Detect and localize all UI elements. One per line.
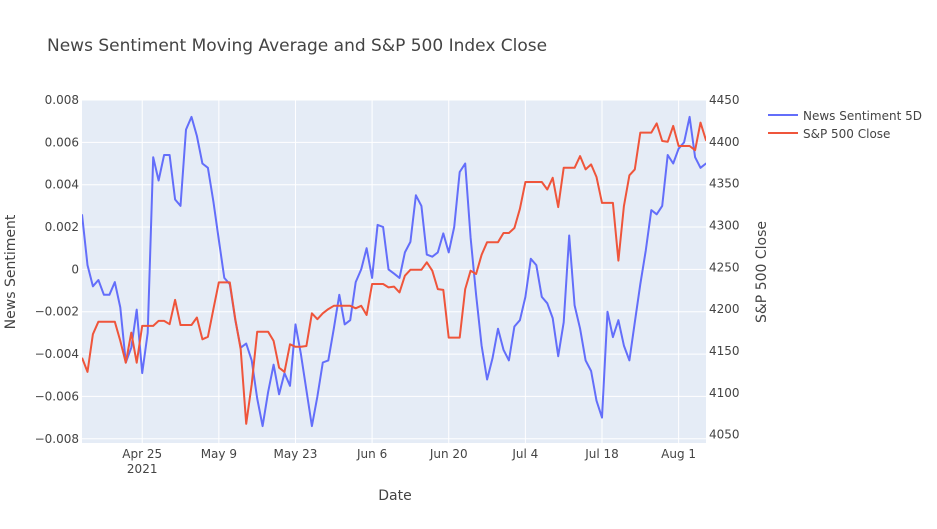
right-tick-label: 4350 (709, 177, 740, 191)
x-tick-label: Jul 18 (584, 447, 619, 461)
right-axis-title: S&P 500 Close (754, 221, 770, 323)
left-tick-label: −0.004 (35, 347, 79, 361)
left-axis-ticks: 0.008 0.006 0.004 0.002 0 −0.002 −0.004 −0.006 −… (35, 93, 79, 446)
series-lines (82, 115, 706, 428)
plot-area (82, 100, 706, 443)
right-axis-ticks: 4450 4400 4350 4300 4250 4200 4150 4100 4050 (709, 93, 740, 442)
right-tick-label: 4250 (709, 260, 740, 274)
left-tick-label: 0.002 (45, 220, 79, 234)
legend-label-sp500: S&P 500 Close (803, 127, 890, 141)
right-tick-label: 4450 (709, 93, 740, 107)
right-tick-label: 4100 (709, 386, 740, 400)
legend-item-sp500[interactable]: S&P 500 Close (768, 127, 890, 141)
left-tick-label: −0.008 (35, 432, 79, 446)
left-tick-label: 0 (71, 262, 79, 276)
x-tick-sublabel: 2021 (127, 462, 158, 476)
left-tick-label: 0.004 (45, 178, 79, 192)
left-tick-label: 0.008 (45, 93, 79, 107)
left-tick-label: 0.006 (45, 135, 79, 149)
right-tick-label: 4150 (709, 344, 740, 358)
x-tick-label: Apr 25 (122, 447, 162, 461)
x-tick-label: May 23 (274, 447, 318, 461)
legend-label-sentiment: News Sentiment 5D (803, 109, 922, 123)
right-tick-label: 4400 (709, 135, 740, 149)
x-tick-label: May 9 (201, 447, 237, 461)
x-tick-label: Jun 20 (429, 447, 468, 461)
series-line-sentiment (82, 115, 706, 428)
series-line-sp500 (82, 121, 706, 425)
right-tick-label: 4050 (709, 428, 740, 442)
legend[interactable]: News Sentiment 5D S&P 500 Close (768, 109, 922, 141)
right-tick-label: 4200 (709, 302, 740, 316)
left-tick-label: −0.006 (35, 389, 79, 403)
left-tick-label: −0.002 (35, 305, 79, 319)
x-tick-label: Jun 6 (356, 447, 387, 461)
x-axis-title: Date (378, 488, 411, 504)
right-tick-label: 4300 (709, 218, 740, 232)
left-axis-title: News Sentiment (3, 214, 19, 329)
x-tick-label: Jul 4 (511, 447, 538, 461)
legend-item-sentiment[interactable]: News Sentiment 5D (768, 109, 922, 123)
x-tick-label: Aug 1 (661, 447, 696, 461)
chart-title: News Sentiment Moving Average and S&P 50… (47, 36, 547, 56)
